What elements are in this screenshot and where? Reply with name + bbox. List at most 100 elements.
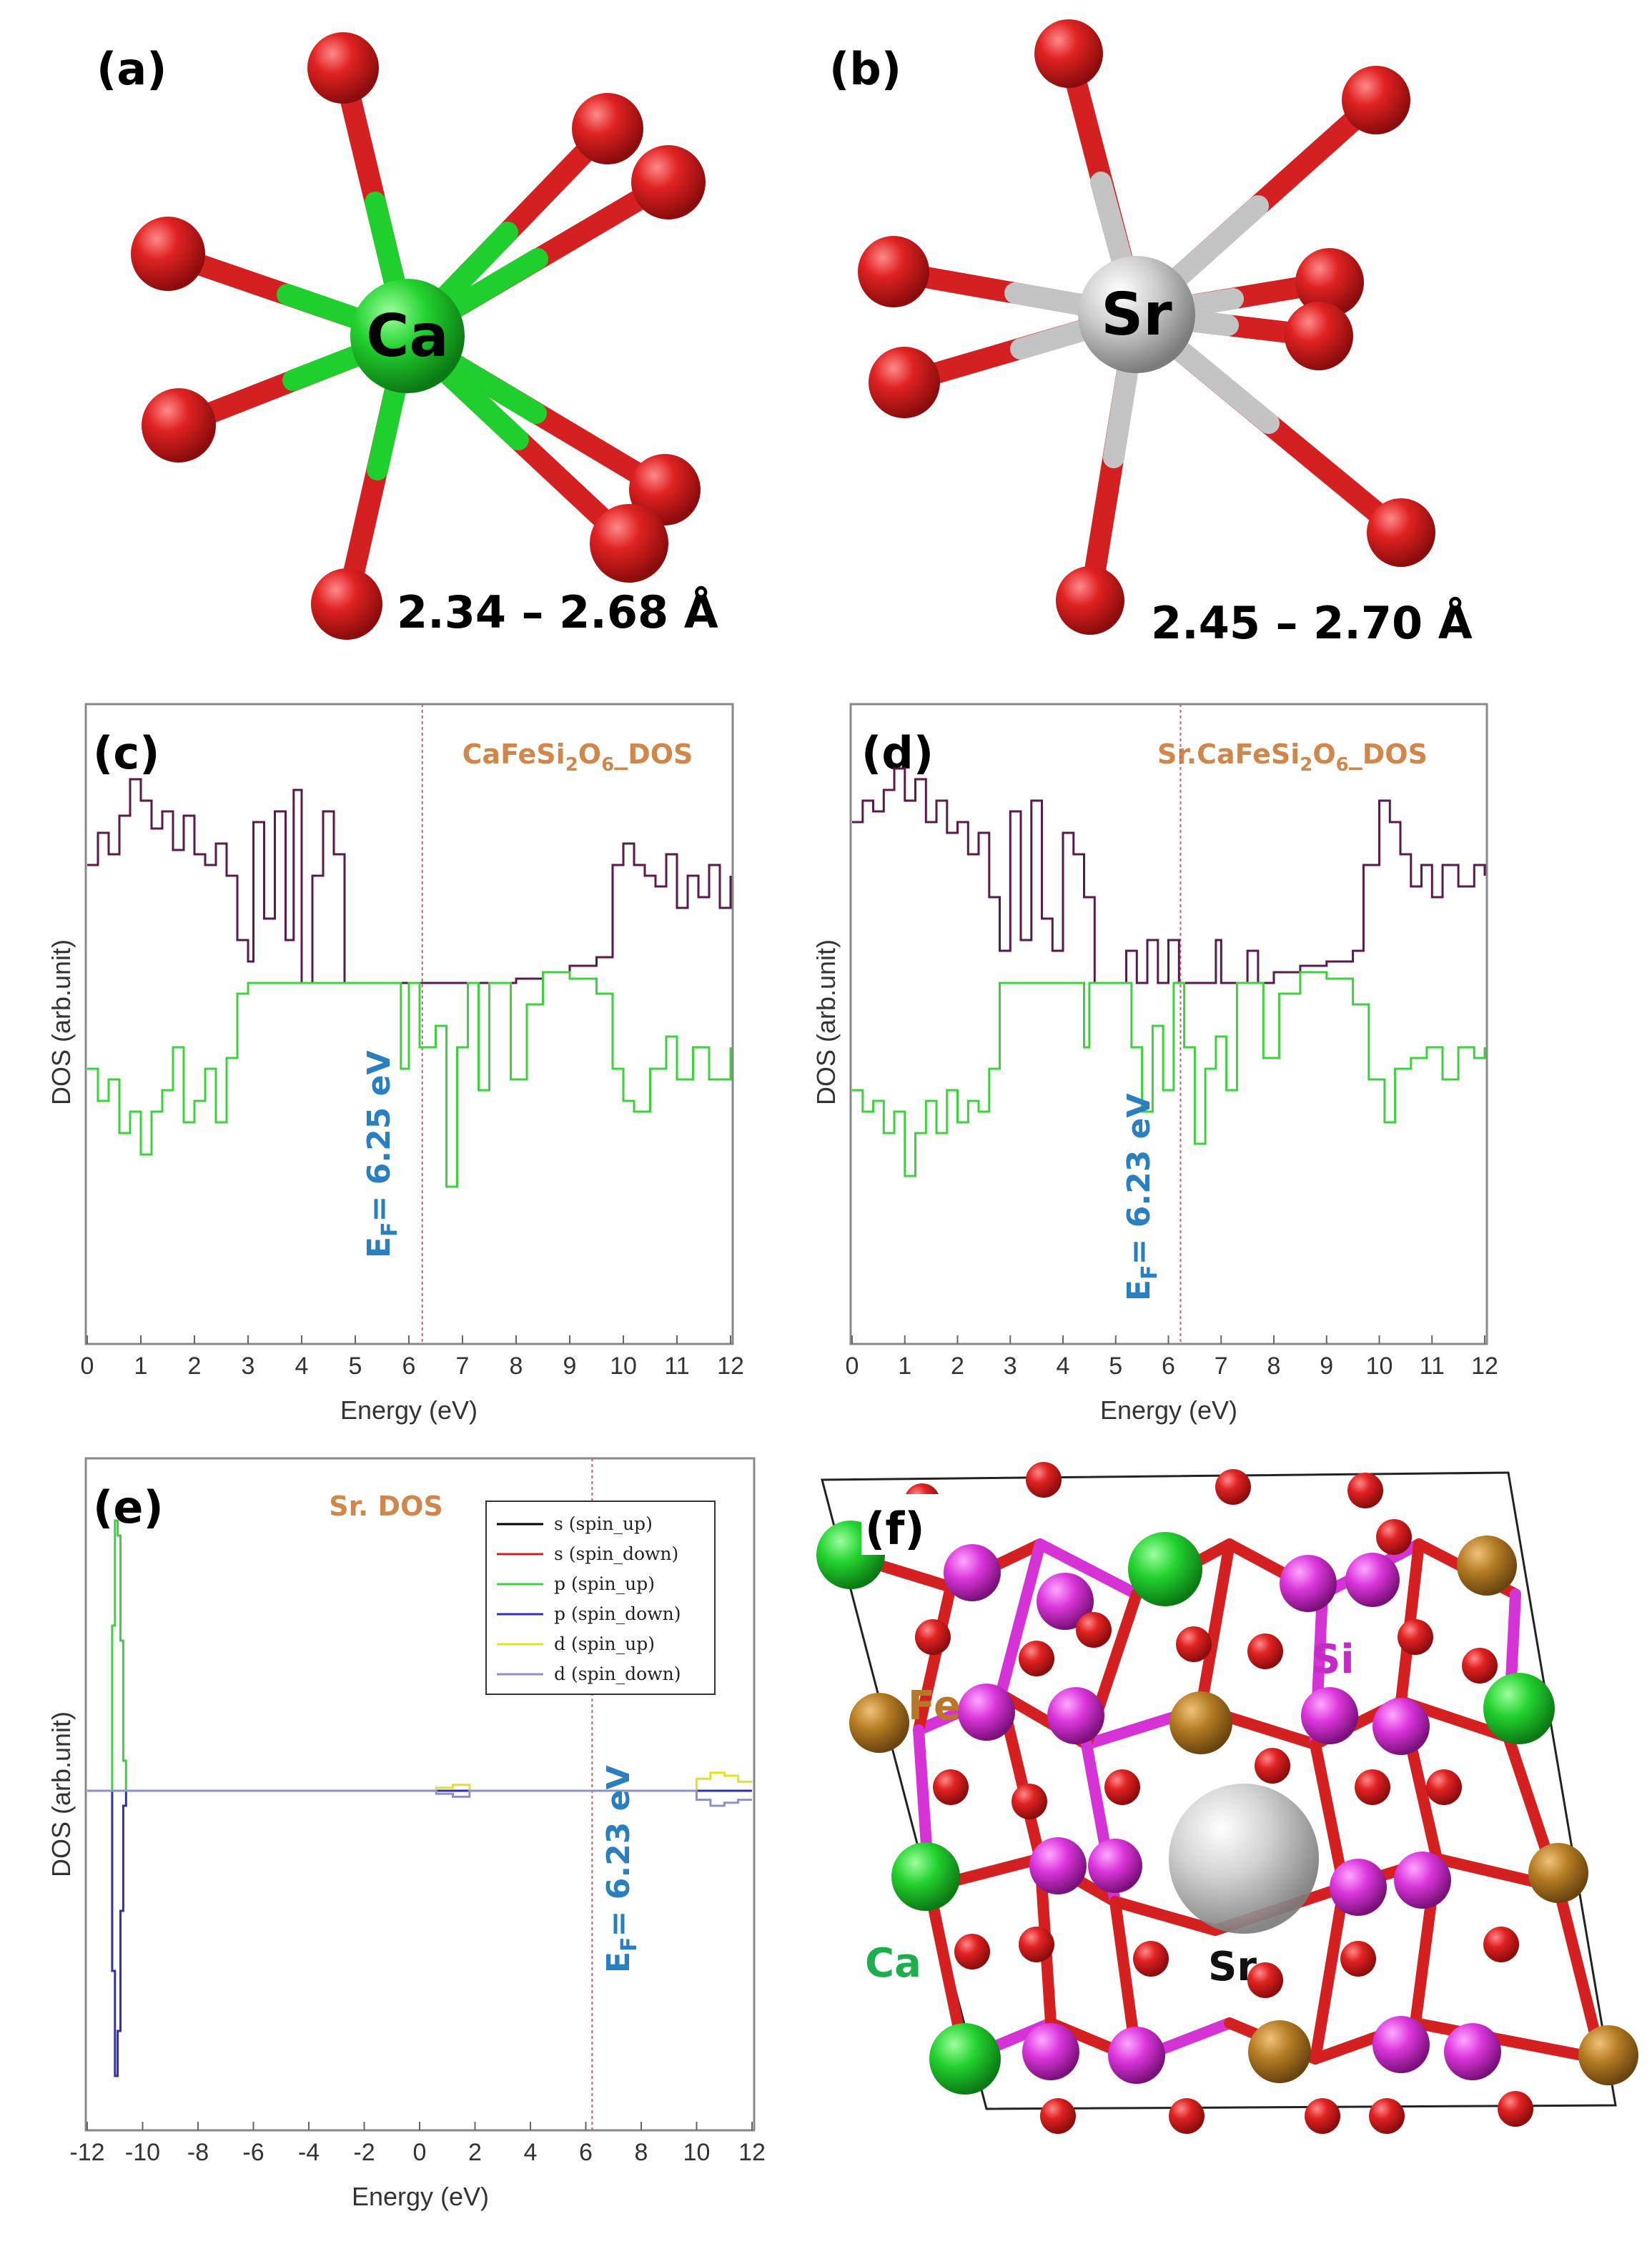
oxygen-atom [1019,1641,1054,1676]
x-tick-label: 0 [81,1353,94,1380]
x-tick-label: 7 [1215,1353,1228,1380]
panel-a-label: (a) [97,43,167,95]
x-tick-label: -6 [242,2139,264,2166]
series-line-d-spin-down- [87,1789,752,1807]
oxygen-atoms-b [858,19,1435,635]
fermi-label-e: EF= 6.23 eV [600,1765,642,1973]
oxygen-atom [1355,1769,1390,1805]
x-tick-label: 11 [664,1353,689,1380]
x-tick-label: 0 [413,2139,427,2166]
iron-atom [1578,2025,1638,2085]
ca-atom [350,279,465,393]
xlabel-d: Energy (eV) [1100,1395,1237,1425]
oxygen-atom [1019,1927,1054,1962]
x-tick-label: 3 [242,1353,255,1380]
calcium-atom [1128,1532,1202,1606]
x-tick-label: -8 [187,2139,209,2166]
bond [1034,1538,1142,1600]
oxygen-atom [1012,1784,1047,1819]
legend-entry: d (spin_down) [554,1664,681,1684]
legend-entry: d (spin_up) [554,1633,655,1654]
chart-title-e: Sr. DOS [329,1491,443,1522]
oxygen-atom [1176,1626,1212,1662]
ylabel-e: DOS (arb.unit) [46,1711,76,1877]
panel-d-label: (d) [861,727,934,779]
x-tick-label: 9 [563,1353,577,1380]
oxygen-atom [1340,1941,1376,1977]
series-line-p-spin-up- [87,1519,752,1792]
legend-entry: s (spin_down) [554,1543,678,1564]
x-tick-label: 0 [846,1353,859,1380]
iron-atom [1528,1843,1588,1903]
bond [1109,1896,1221,1936]
x-tick-label: 4 [1057,1353,1070,1380]
plot-area-c: 0 1 2 3 4 5 6 7 8 9 10 11 12 [81,704,744,1380]
panel-e: (e) Sr. DOS -12 -10 -8 -6 -4 -2 0 2 4 6 8 10 12 s (s… [46,1457,766,2211]
si-label: Si [1312,1636,1355,1683]
oxygen-atoms-a [131,32,706,640]
x-tick-label: 9 [1320,1353,1333,1380]
x-tick-label: 12 [717,1353,744,1380]
panel-f-label-bg [861,1494,947,1555]
oxygen-atom [1215,1469,1251,1505]
calcium-atom [891,1842,960,1911]
x-tick-label: -10 [125,2139,160,2166]
oxygen-atom [1347,1473,1383,1508]
strontium-atom [1169,1784,1319,1934]
silicon-atom [958,1684,1015,1741]
oxygen-atom [1040,2098,1076,2134]
silicon-atom [1444,2023,1501,2080]
oxygen-atom [1483,1927,1519,1962]
calcium-atom [1483,1673,1555,1744]
bond [1310,1882,1350,2065]
iron-atom [1457,1536,1517,1596]
series-line-spin-up [87,778,732,984]
oxygen-atom [933,1769,969,1805]
panel-a: (a) [97,32,718,640]
x-tick-label: 8 [635,2139,648,2166]
series-line-spin-down [87,971,732,1188]
silicon-atom [1047,1687,1104,1744]
x-tick-label: 10 [610,1353,637,1380]
x-tick-label: 4 [295,1353,309,1380]
silicon-atom [1394,1852,1451,1909]
ylabel-c: DOS (arb.unit) [46,939,76,1105]
silicon-atom [1108,2027,1165,2084]
x-tick-label: 1 [898,1353,911,1380]
oxygen-atom [954,1934,990,1969]
iron-atom [1169,1691,1232,1754]
silicon-atom [1372,2016,1430,2073]
x-tick-label: -2 [353,2139,375,2166]
crystal-structure [816,1462,1638,2134]
x-tick-label: 10 [683,2139,711,2166]
legend-entry: s (spin_up) [554,1513,653,1534]
oxygen-atom [1169,2098,1205,2134]
panel-f: (f) Si Fe Ca Sr [816,1462,1638,2134]
x-tick-label: 12 [1471,1353,1498,1380]
bond [913,1581,956,1736]
legend-box [485,1501,716,1695]
x-tick-label: 2 [951,1353,964,1380]
chart-title-c: CaFeSi2O6_DOS [463,738,693,776]
x-tick-label: 5 [1109,1353,1122,1380]
series-line-spin-up [852,767,1486,984]
oxygen-atom [1133,1941,1169,1977]
oxygen-atom [1247,1962,1283,1998]
x-tick-label: 10 [1366,1353,1393,1380]
bond [1410,2017,1607,2065]
oxygen-atom [1305,2098,1340,2134]
legend-e: s (spin_up)s (spin_down)p (spin_up)p (sp… [485,1501,716,1695]
x-tick-label: 2 [188,1353,202,1380]
oxygen-atom [1426,1769,1462,1805]
panel-c-label: (c) [93,727,159,779]
silicon-atom [1029,1837,1087,1894]
oxygen-atom [1104,1769,1140,1805]
fermi-label-c: EF= 6.25 eV [361,1050,402,1258]
oxygen-atom [1026,1462,1062,1498]
ca-atom-label: Ca [366,302,449,370]
x-tick-label: 12 [738,2139,766,2166]
silicon-atom [1037,1573,1094,1630]
iron-atom [849,1693,909,1753]
oxygen-atom [1247,1633,1283,1669]
sr-distance-range: 2.45 – 2.70 Å [1151,597,1473,649]
